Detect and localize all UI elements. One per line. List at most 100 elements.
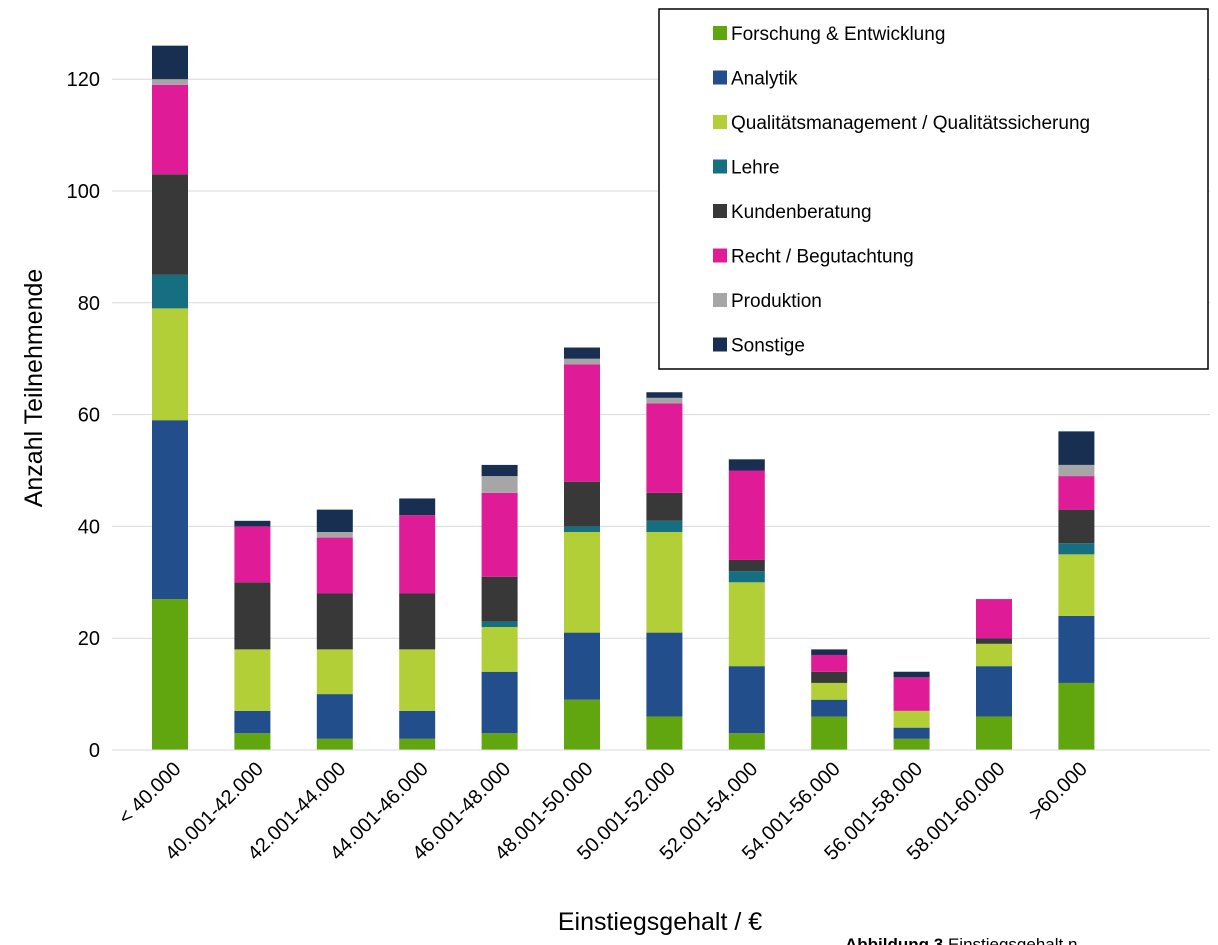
- legend-swatch: [713, 70, 727, 85]
- bars: [152, 45, 1095, 750]
- bar-segment: [1058, 509, 1095, 544]
- legend-label: Qualitätsmanagement / Qualitätssicherung: [731, 113, 1090, 134]
- bar-segment: [728, 459, 765, 471]
- bar-segment: [646, 403, 683, 493]
- y-tick-label: 80: [78, 293, 100, 315]
- bar-segment: [564, 632, 600, 700]
- bar-segment: [893, 710, 930, 728]
- bar-segment: [976, 638, 1012, 644]
- legend-label: Sonstige: [731, 336, 805, 357]
- bar-segment: [316, 537, 353, 594]
- bar-segment: [564, 526, 600, 532]
- legend-swatch: [713, 248, 727, 263]
- x-tick-label: < 40.000: [115, 758, 186, 829]
- bar-segment: [1058, 554, 1095, 616]
- bar-segment: [728, 582, 765, 667]
- y-tick-label: 40: [78, 516, 100, 538]
- bar-segment: [564, 364, 600, 482]
- y-tick-label: 60: [78, 405, 100, 427]
- bar-segment: [152, 599, 188, 750]
- legend-swatch: [713, 159, 727, 174]
- bar-segment: [976, 666, 1012, 717]
- bar-segment: [646, 392, 683, 398]
- bar-segment: [234, 733, 271, 750]
- bar-segment: [646, 492, 683, 521]
- bar-segment: [152, 420, 188, 600]
- bar-segment: [646, 520, 683, 532]
- bar-segment: [481, 621, 518, 628]
- bar-segment: [152, 174, 188, 275]
- bar-segment: [1058, 464, 1095, 477]
- legend-swatch: [713, 293, 727, 307]
- bar-segment: [811, 654, 848, 672]
- bar-segment: [728, 559, 765, 572]
- bar-segment: [728, 733, 765, 750]
- legend-box: [658, 8, 1209, 370]
- y-tick-label: 0: [89, 740, 100, 762]
- bar-segment: [481, 464, 518, 477]
- bar-segment: [152, 79, 188, 85]
- bar-segment: [976, 643, 1012, 667]
- legend-swatch: [713, 115, 727, 129]
- x-axis-tick-labels: < 40.00040.001-42.00042.001-44.00044.001…: [115, 758, 1092, 865]
- bar-segment: [399, 710, 436, 739]
- bar-segment: [646, 716, 683, 750]
- bar-segment: [234, 582, 271, 650]
- legend-swatch: [713, 337, 727, 352]
- bar-segment: [646, 632, 683, 717]
- bar-segment: [152, 84, 188, 175]
- bar-segment: [399, 593, 436, 650]
- bar-segment: [399, 515, 436, 594]
- y-tick-label: 100: [67, 181, 100, 203]
- bar-segment: [976, 716, 1012, 750]
- bar-segment: [564, 531, 600, 633]
- y-axis-tick-labels: 0 20 40 60 80 100 120: [67, 69, 100, 762]
- bar-segment: [234, 520, 271, 527]
- bar-segment: [316, 509, 353, 532]
- bar-segment: [234, 649, 271, 711]
- bar-segment: [646, 531, 683, 633]
- legend-label: Kundenberatung: [731, 202, 872, 223]
- bar-segment: [152, 308, 188, 421]
- bar-segment: [811, 682, 848, 700]
- bar-segment: [564, 347, 600, 359]
- bar-segment: [811, 699, 848, 717]
- bar-segment: [811, 716, 848, 750]
- bar-segment: [564, 358, 600, 365]
- y-tick-label: 20: [78, 628, 100, 650]
- bar-segment: [316, 531, 353, 538]
- bar-segment: [481, 492, 518, 577]
- bar-segment: [481, 476, 518, 493]
- bar-segment: [564, 699, 600, 750]
- legend-label: Recht / Begutachtung: [731, 247, 914, 268]
- figure-caption-label: Abbildung 3: [845, 935, 943, 945]
- bar-segment: [811, 671, 848, 683]
- y-tick-label: 120: [67, 69, 100, 91]
- bar-segment: [728, 571, 765, 583]
- bar-segment: [481, 627, 518, 672]
- legend-items: Forschung & Entwicklung Analytik Qualitäts…: [713, 24, 1090, 357]
- bar-segment: [893, 671, 930, 678]
- bar-segment: [1058, 615, 1095, 683]
- figure-caption: Abbildung 3 Einstiegsgehalt n: [845, 935, 1077, 945]
- bar-segment: [811, 649, 848, 655]
- x-axis-title: Einstiegsgehalt / €: [558, 908, 762, 936]
- bar-segment: [728, 666, 765, 734]
- y-axis-title: Anzahl Teilnehmende: [20, 269, 48, 508]
- legend-label: Forschung & Entwicklung: [731, 24, 945, 45]
- bar-segment: [893, 738, 930, 750]
- bar-segment: [481, 576, 518, 622]
- bar-segment: [152, 274, 188, 309]
- bar-segment: [399, 738, 436, 750]
- legend-swatch: [713, 26, 727, 40]
- legend-label: Lehre: [731, 158, 780, 179]
- bar-segment: [893, 677, 930, 711]
- bar-segment: [1058, 682, 1095, 750]
- bar-segment: [976, 599, 1012, 639]
- bar-segment: [1058, 543, 1095, 555]
- legend-label: Produktion: [731, 291, 822, 312]
- bar-segment: [1058, 476, 1095, 510]
- legend-label: Analytik: [731, 69, 798, 90]
- bar-segment: [399, 649, 436, 711]
